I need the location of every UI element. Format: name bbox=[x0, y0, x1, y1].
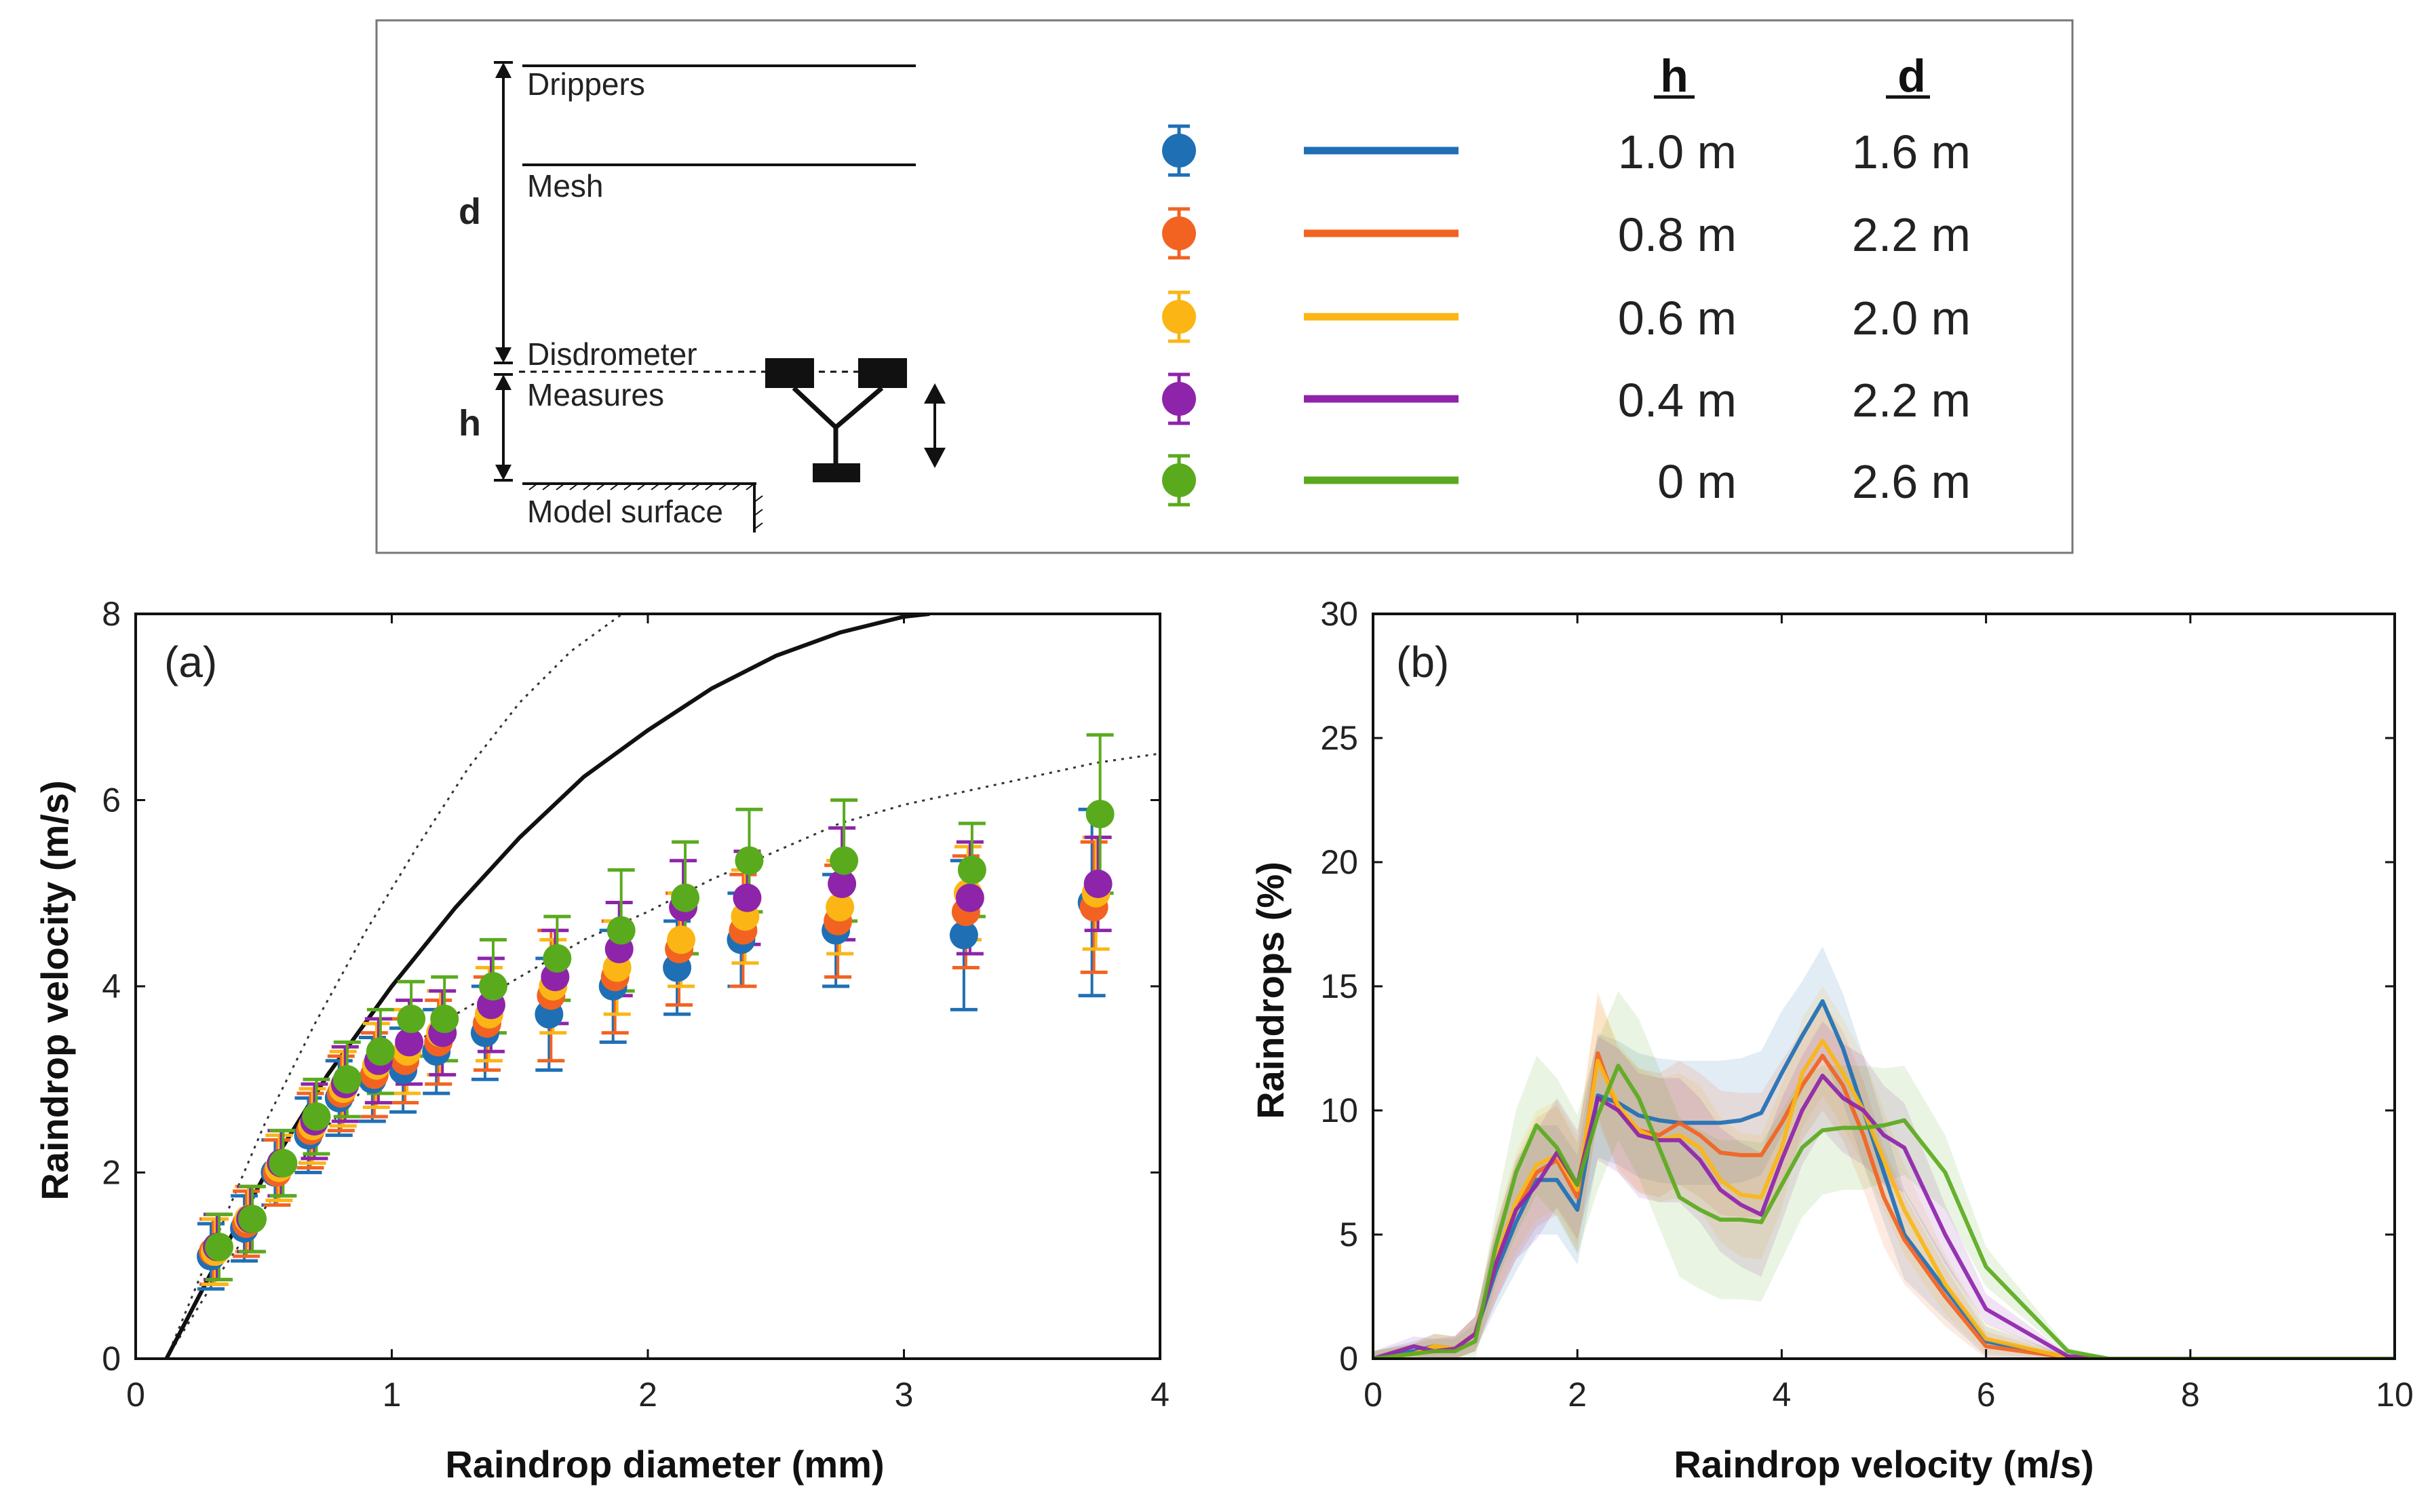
chart-b: 0 2 4 6 8 10 0 5 10 15 20 25 30 (b) Raindrop velocit… bbox=[1249, 595, 2414, 1486]
data-point bbox=[606, 916, 636, 945]
legend-rows: 1.0 m 1.6 m 0.8 m 2.2 m 0.6 m 2.0 m 0.4 m 2.2 m… bbox=[1162, 124, 1971, 508]
data-point bbox=[735, 846, 764, 875]
legend-h-value: 1.0 m bbox=[1618, 125, 1737, 178]
label-d: d bbox=[459, 191, 481, 232]
chart-a-xtick-label: 2 bbox=[638, 1376, 657, 1414]
data-point bbox=[430, 1005, 459, 1034]
legend-d-value: 1.6 m bbox=[1852, 125, 1971, 178]
label-disdrometer: Disdrometer bbox=[527, 336, 697, 372]
legend-d-value: 2.6 m bbox=[1852, 455, 1971, 508]
chart-a-xtick-label: 3 bbox=[895, 1376, 914, 1414]
series-line bbox=[1373, 1064, 2395, 1359]
data-point bbox=[955, 883, 984, 912]
chart-a: 0 1 2 3 4 0 2 4 6 8 (a) Raindrop diameter (mm) Ra… bbox=[33, 595, 1170, 1486]
chart-a-inner bbox=[164, 614, 1160, 1359]
chart-b-ytick-label: 20 bbox=[1320, 843, 1358, 881]
confidence-band bbox=[1373, 1021, 2395, 1359]
label-measures: Measures bbox=[527, 377, 664, 412]
data-point bbox=[671, 883, 700, 912]
chart-b-xtick-label: 8 bbox=[2181, 1376, 2200, 1414]
data-point bbox=[1083, 870, 1113, 899]
chart-a-ylabel: Raindrop velocity (m/s) bbox=[33, 780, 76, 1200]
lower-bound-curve bbox=[166, 752, 1160, 1359]
data-point bbox=[205, 1233, 234, 1262]
data-point bbox=[1085, 800, 1115, 829]
legend-h-value: 0.6 m bbox=[1618, 292, 1737, 345]
chart-a-panel-label: (a) bbox=[164, 638, 217, 686]
chart-a-ytick-label: 8 bbox=[102, 595, 121, 633]
chart-b-xtick-label: 4 bbox=[1772, 1376, 1791, 1414]
legend-h-value: 0.8 m bbox=[1618, 208, 1737, 261]
data-point bbox=[667, 925, 696, 954]
chart-b-ytick-label: 5 bbox=[1339, 1216, 1358, 1254]
data-point bbox=[957, 855, 986, 885]
legend-d-value: 2.2 m bbox=[1852, 208, 1971, 261]
legend-d-value: 2.2 m bbox=[1852, 374, 1971, 427]
chart-a-ytick-label: 2 bbox=[102, 1154, 121, 1192]
chart-a-xtick-label: 4 bbox=[1151, 1376, 1170, 1414]
label-model-surface: Model surface bbox=[527, 494, 723, 529]
chart-a-frame bbox=[134, 613, 1161, 1360]
legend-h-value: 0 m bbox=[1657, 455, 1737, 508]
data-point bbox=[269, 1148, 298, 1178]
data-point bbox=[332, 1065, 362, 1094]
legend-marker bbox=[1162, 300, 1196, 334]
data-point bbox=[733, 883, 762, 912]
legend-h-value: 0.4 m bbox=[1618, 374, 1737, 427]
confidence-band bbox=[1373, 946, 2395, 1359]
legend-d-value: 2.0 m bbox=[1852, 292, 1971, 345]
legend-marker bbox=[1162, 134, 1196, 168]
legend-marker bbox=[1162, 382, 1196, 416]
chart-b-xlabel: Raindrop velocity (m/s) bbox=[1674, 1443, 2093, 1486]
chart-b-xtick-label: 10 bbox=[2376, 1376, 2414, 1414]
chart-a-xlabel: Raindrop diameter (mm) bbox=[445, 1443, 884, 1486]
data-point bbox=[395, 1028, 424, 1057]
chart-a-xtick-label: 1 bbox=[383, 1376, 402, 1414]
data-point bbox=[238, 1205, 267, 1234]
chart-b-xtick-label: 6 bbox=[1977, 1376, 1996, 1414]
legend-col-d: d bbox=[1897, 50, 1926, 102]
setup-diagram bbox=[494, 61, 946, 532]
chart-b-ytick-label: 25 bbox=[1320, 719, 1358, 757]
chart-b-ytick-label: 10 bbox=[1320, 1091, 1358, 1129]
chart-a-ytick-label: 6 bbox=[102, 781, 121, 819]
chart-b-ytick-label: 15 bbox=[1320, 967, 1358, 1005]
data-point bbox=[397, 1005, 426, 1034]
legend-marker bbox=[1162, 216, 1196, 250]
data-point bbox=[949, 920, 978, 950]
chart-a-plot-area: 0 1 2 3 4 0 2 4 6 8 bbox=[102, 595, 1170, 1414]
legend-marker bbox=[1162, 463, 1196, 497]
data-point bbox=[826, 893, 855, 922]
legend-col-h: h bbox=[1660, 50, 1688, 102]
chart-b-plot-area: 0 2 4 6 8 10 0 5 10 15 20 25 30 bbox=[1320, 595, 2413, 1414]
chart-b-xtick-label: 0 bbox=[1364, 1376, 1383, 1414]
data-point bbox=[543, 944, 572, 973]
data-point bbox=[830, 846, 859, 875]
chart-b-ytick-label: 30 bbox=[1320, 595, 1358, 633]
series-line bbox=[1373, 1073, 2395, 1359]
chart-b-inner bbox=[1373, 946, 2395, 1359]
label-drippers: Drippers bbox=[527, 66, 645, 102]
data-point bbox=[302, 1102, 331, 1131]
label-mesh: Mesh bbox=[527, 168, 603, 203]
chart-a-xtick-label: 0 bbox=[126, 1376, 145, 1414]
data-point bbox=[478, 972, 507, 1001]
data-point bbox=[366, 1037, 395, 1066]
legend-box: Drippers Mesh Disdrometer Measures Model… bbox=[375, 19, 2074, 554]
label-h: h bbox=[459, 403, 481, 444]
upper-bound-curve bbox=[165, 614, 623, 1359]
chart-a-ytick-label: 4 bbox=[102, 967, 121, 1005]
chart-b-ylabel: Raindrops (%) bbox=[1249, 861, 1292, 1119]
chart-b-ytick-label: 0 bbox=[1339, 1340, 1358, 1378]
data-point bbox=[828, 870, 857, 899]
chart-a-ytick-label: 0 bbox=[102, 1340, 121, 1378]
chart-b-xtick-label: 2 bbox=[1568, 1376, 1587, 1414]
chart-b-panel-label: (b) bbox=[1396, 638, 1449, 686]
